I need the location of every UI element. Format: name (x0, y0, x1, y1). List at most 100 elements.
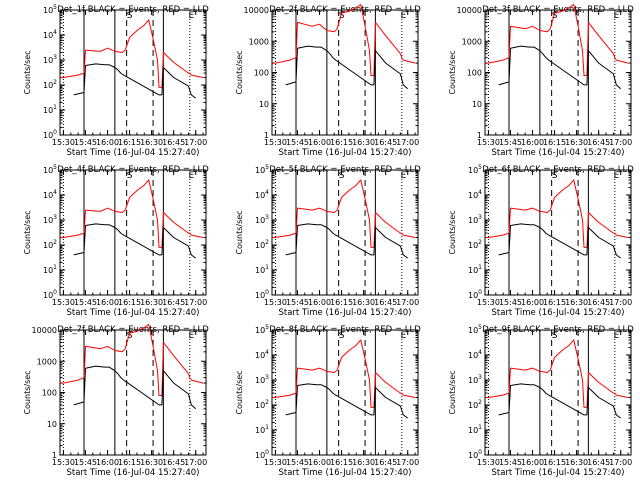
panel-det-2: Det_2f BLACK = Events, RED = LLD11010010… (235, 4, 421, 158)
x-tick-label: 16:30 (352, 138, 375, 147)
y-tick-label: 104 (255, 189, 269, 200)
x-axis-label: Start Time (16-Jul-04 15:27:40) (492, 308, 625, 318)
y-tick-label: 1 (264, 131, 269, 140)
marker-s: S (339, 11, 345, 21)
marker-e: E (188, 171, 194, 181)
x-tick-label: 16:00 (96, 298, 119, 307)
series-line-events (498, 223, 621, 259)
x-tick-label: 16:45 (162, 138, 185, 147)
y-tick-label: 1 (52, 451, 57, 460)
x-tick-label: 17:00 (396, 138, 419, 147)
x-tick-label: 16:15 (330, 298, 353, 307)
x-tick-label: 16:15 (118, 458, 141, 467)
y-tick-label: 101 (43, 264, 57, 275)
panel-det-5: Det_5f BLACK = Events, RED = LLD10010110… (235, 164, 421, 318)
y-tick-label: 102 (468, 239, 482, 250)
panel-det-9: Det_9f BLACK = Events, RED = LLD10010110… (448, 324, 634, 478)
x-tick-label: 17:00 (609, 458, 632, 467)
series-line-lld (60, 324, 204, 396)
y-tick-label: 103 (255, 374, 269, 385)
series-line-lld (485, 179, 629, 248)
y-tick-label: 103 (255, 214, 269, 225)
y-tick-label: 101 (468, 264, 482, 275)
marker-e: E (400, 331, 406, 341)
panel-det-8: Det_8f BLACK = Events, RED = LLD10010110… (235, 324, 421, 478)
x-tick-label: 16:30 (352, 458, 375, 467)
marker-s: S (127, 11, 133, 21)
series-line-events (285, 383, 408, 419)
x-tick-label: 16:45 (587, 138, 610, 147)
x-tick-label: 15:45 (499, 458, 522, 467)
panel-det-1: Det_1f BLACK = Events, RED = LLD10010110… (23, 4, 209, 158)
y-tick-label: 10 (259, 100, 269, 109)
plot-frame (484, 169, 632, 296)
y-tick-label: 103 (43, 54, 57, 65)
x-tick-label: 16:30 (140, 138, 163, 147)
panel-det-3: Det_3f BLACK = Events, RED = LLD11010010… (448, 4, 634, 158)
x-axis-label: Start Time (16-Jul-04 15:27:40) (492, 148, 625, 158)
y-tick-label: 100 (468, 449, 482, 460)
y-tick-label: 10 (472, 100, 482, 109)
marker-s: S (552, 331, 558, 341)
y-axis-label: Counts/sec (235, 370, 244, 414)
marker-s: S (552, 11, 558, 21)
x-tick-label: 15:30 (52, 458, 75, 467)
y-tick-label: 1000 (249, 37, 269, 46)
plot-frame (59, 9, 207, 136)
plot-frame (484, 329, 632, 456)
x-tick-label: 17:00 (184, 138, 207, 147)
x-tick-label: 16:45 (587, 298, 610, 307)
x-tick-label: 17:00 (184, 458, 207, 467)
y-axis-label: Counts/sec (235, 50, 244, 94)
y-tick-label: 105 (43, 164, 57, 175)
series-line-events (285, 223, 408, 259)
marker-s: S (339, 331, 345, 341)
panel-det-6: Det_6f BLACK = Events, RED = LLD10010110… (448, 164, 634, 318)
x-tick-label: 17:00 (396, 458, 419, 467)
y-tick-label: 100 (254, 69, 269, 78)
x-tick-label: 15:30 (477, 458, 500, 467)
plot-frame (484, 9, 632, 136)
x-tick-label: 17:00 (184, 298, 207, 307)
x-tick-label: 15:45 (499, 298, 522, 307)
x-tick-label: 16:30 (352, 298, 375, 307)
x-tick-label: 16:30 (140, 458, 163, 467)
y-tick-label: 100 (255, 289, 269, 300)
y-tick-label: 104 (468, 349, 482, 360)
marker-s: S (127, 171, 133, 181)
y-tick-label: 10 (47, 420, 57, 429)
x-tick-label: 16:30 (140, 298, 163, 307)
series-line-events (285, 45, 409, 90)
x-tick-label: 15:30 (264, 138, 287, 147)
y-tick-label: 102 (468, 399, 482, 410)
x-tick-label: 16:45 (162, 458, 185, 467)
y-tick-label: 102 (255, 399, 269, 410)
x-tick-label: 16:15 (543, 298, 566, 307)
series-line-lld (60, 179, 204, 248)
x-tick-label: 15:45 (499, 138, 522, 147)
x-tick-label: 16:45 (374, 458, 397, 467)
x-tick-label: 16:00 (521, 138, 544, 147)
y-tick-label: 105 (468, 164, 482, 175)
x-tick-label: 16:00 (521, 298, 544, 307)
x-tick-label: 15:30 (264, 298, 287, 307)
y-axis-label: Counts/sec (23, 50, 32, 94)
x-tick-label: 17:00 (609, 298, 632, 307)
series-line-events (73, 365, 197, 410)
panel-det-4: Det_4f BLACK = Events, RED = LLD10010110… (23, 164, 209, 318)
y-tick-label: 104 (255, 349, 269, 360)
x-tick-label: 16:00 (96, 458, 119, 467)
y-tick-label: 101 (255, 264, 269, 275)
y-axis-label: Counts/sec (23, 370, 32, 414)
y-axis-label: Counts/sec (235, 210, 244, 254)
y-tick-label: 105 (255, 324, 269, 335)
y-tick-label: 103 (43, 214, 57, 225)
x-tick-label: 16:00 (308, 298, 331, 307)
series-line-lld (485, 339, 629, 408)
x-tick-label: 16:45 (374, 298, 397, 307)
x-tick-label: 15:30 (477, 298, 500, 307)
plot-frame (59, 329, 207, 456)
y-tick-label: 101 (255, 424, 269, 435)
x-axis-label: Start Time (16-Jul-04 15:27:40) (67, 468, 200, 478)
